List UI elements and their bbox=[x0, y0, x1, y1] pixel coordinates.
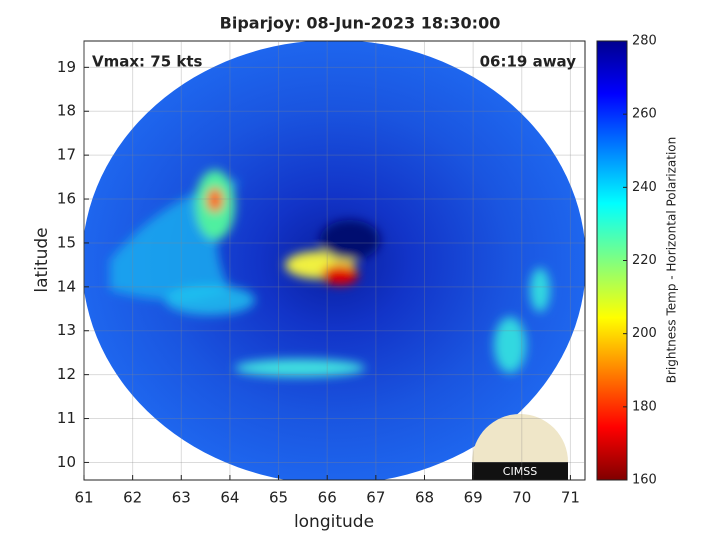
y-tick-label: 15 bbox=[57, 233, 76, 251]
x-tick-label: 66 bbox=[318, 489, 337, 507]
y-tick-label: 17 bbox=[57, 146, 76, 164]
y-tick-label: 10 bbox=[57, 453, 76, 471]
chart-title: Biparjoy: 08-Jun-2023 18:30:00 bbox=[220, 14, 501, 33]
colorbar-tick-label: 200 bbox=[632, 326, 657, 341]
logo-text: CIMSS bbox=[503, 465, 537, 478]
y-axis-label: latitude bbox=[32, 227, 52, 292]
grid bbox=[83, 41, 585, 480]
plot-frame bbox=[83, 40, 586, 481]
x-tick-label: 68 bbox=[415, 489, 434, 507]
x-tick-label: 70 bbox=[512, 489, 531, 507]
x-tick-label: 61 bbox=[74, 489, 93, 507]
x-axis-label: longitude bbox=[294, 512, 374, 532]
y-tick-label: 18 bbox=[57, 102, 76, 120]
y-tick-label: 13 bbox=[57, 321, 76, 339]
x-tick-label: 67 bbox=[366, 489, 385, 507]
x-tick-label: 71 bbox=[561, 489, 580, 507]
image-layer: CIMSS bbox=[84, 41, 585, 480]
colorbar-tick-label: 280 bbox=[632, 34, 657, 49]
y-tick-label: 19 bbox=[57, 58, 76, 76]
y-tick-label: 11 bbox=[57, 409, 76, 427]
colorbar-tick-label: 260 bbox=[632, 107, 657, 122]
colorbar-tick-label: 220 bbox=[632, 253, 657, 268]
bands bbox=[110, 170, 550, 377]
x-tick-label: 62 bbox=[123, 489, 142, 507]
colorbar-label: Brightness Temp - Horizontal Polarizatio… bbox=[665, 137, 679, 384]
annotation: Vmax: 75 kts bbox=[92, 53, 202, 71]
x-tick-label: 64 bbox=[220, 489, 239, 507]
colorbar-tick-label: 240 bbox=[632, 180, 657, 195]
x-tick-label: 63 bbox=[172, 489, 191, 507]
y-tick-label: 16 bbox=[57, 190, 76, 208]
x-tick-label: 69 bbox=[464, 489, 483, 507]
y-tick-label: 12 bbox=[57, 365, 76, 383]
x-tick-label: 65 bbox=[269, 489, 288, 507]
colorbar-tick-label: 180 bbox=[632, 399, 657, 414]
colorbar bbox=[596, 40, 628, 481]
logo: CIMSS bbox=[472, 414, 568, 480]
colorbar-tick-label: 160 bbox=[632, 473, 657, 488]
y-tick-label: 14 bbox=[57, 277, 76, 295]
annotation: 06:19 away bbox=[480, 53, 577, 71]
